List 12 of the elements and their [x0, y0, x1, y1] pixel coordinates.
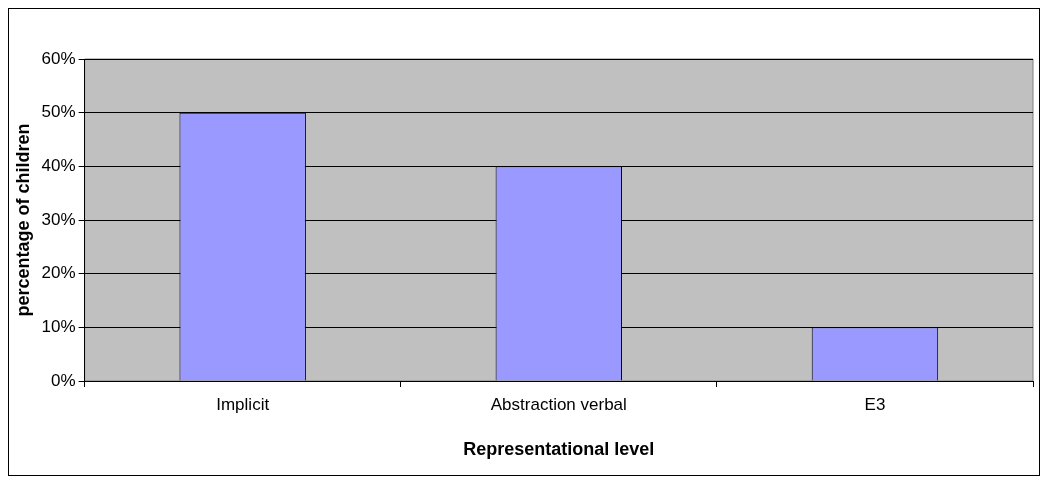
y-tick-label: 40%	[41, 156, 76, 176]
x-tick-label: E3	[864, 394, 886, 414]
y-tick-label: 50%	[41, 102, 76, 122]
y-tick-label: 30%	[41, 209, 76, 229]
y-tick-label: 0%	[51, 370, 76, 390]
x-tick-label: Implicit	[216, 394, 270, 414]
y-tick-label: 60%	[41, 48, 76, 68]
y-tick-label: 10%	[41, 317, 76, 337]
y-axis-title: percentage of children	[12, 123, 33, 317]
y-tick-label: 20%	[41, 263, 76, 283]
x-tick-label: Abstraction verbal	[490, 394, 627, 414]
x-axis-title: Representational level	[463, 439, 655, 460]
